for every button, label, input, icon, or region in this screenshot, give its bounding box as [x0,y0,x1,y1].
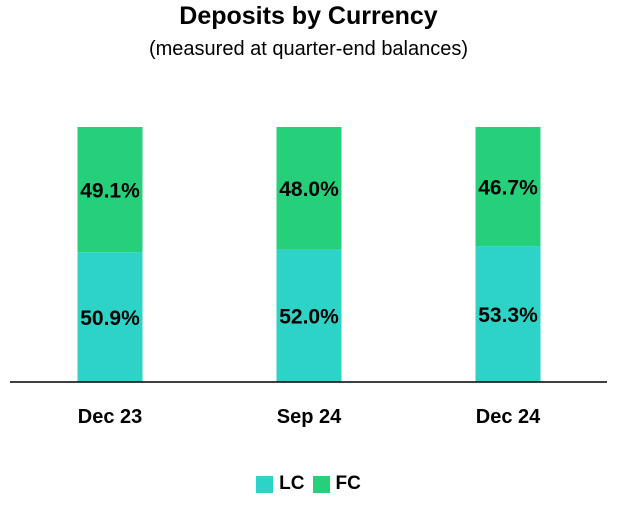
chart-subtitle: (measured at quarter-end balances) [148,38,469,60]
data-label-fc-dec-23: 49.1% [80,180,140,203]
data-label-lc-sep-24: 52.0% [279,306,339,329]
bars-group: 50.9% 49.1% 52.0% 48.0% 53.3% 46.7% [77,127,541,382]
legend-label-lc: LC [279,473,305,494]
legend: LC FC [0,473,617,495]
legend-item-lc: LC [256,473,305,495]
bar-fc-sep-24 [276,127,342,250]
bar-lc-sep-24 [276,249,342,382]
legend-label-fc: FC [335,473,361,494]
x-tick-label-dec-24: Dec 24 [476,406,541,428]
data-label-fc-dec-24: 46.7% [478,177,538,200]
data-label-lc-dec-24: 53.3% [478,304,538,327]
legend-swatch-fc [312,475,330,493]
bar-fc-dec-24 [475,127,541,247]
data-label-lc-dec-23: 50.9% [80,307,140,330]
legend-item-fc: FC [312,473,361,495]
x-tick-label-sep-24: Sep 24 [277,406,342,428]
bar-lc-dec-23 [77,252,143,382]
x-tick-label-dec-23: Dec 23 [78,406,143,428]
data-label-fc-sep-24: 48.0% [279,178,339,201]
bar-lc-dec-24 [475,246,541,382]
chart-title: Deposits by Currency [179,2,438,30]
bar-fc-dec-23 [77,127,143,253]
legend-swatch-lc [256,475,274,493]
x-tick-labels: Dec 23 Sep 24 Dec 24 [78,406,541,428]
